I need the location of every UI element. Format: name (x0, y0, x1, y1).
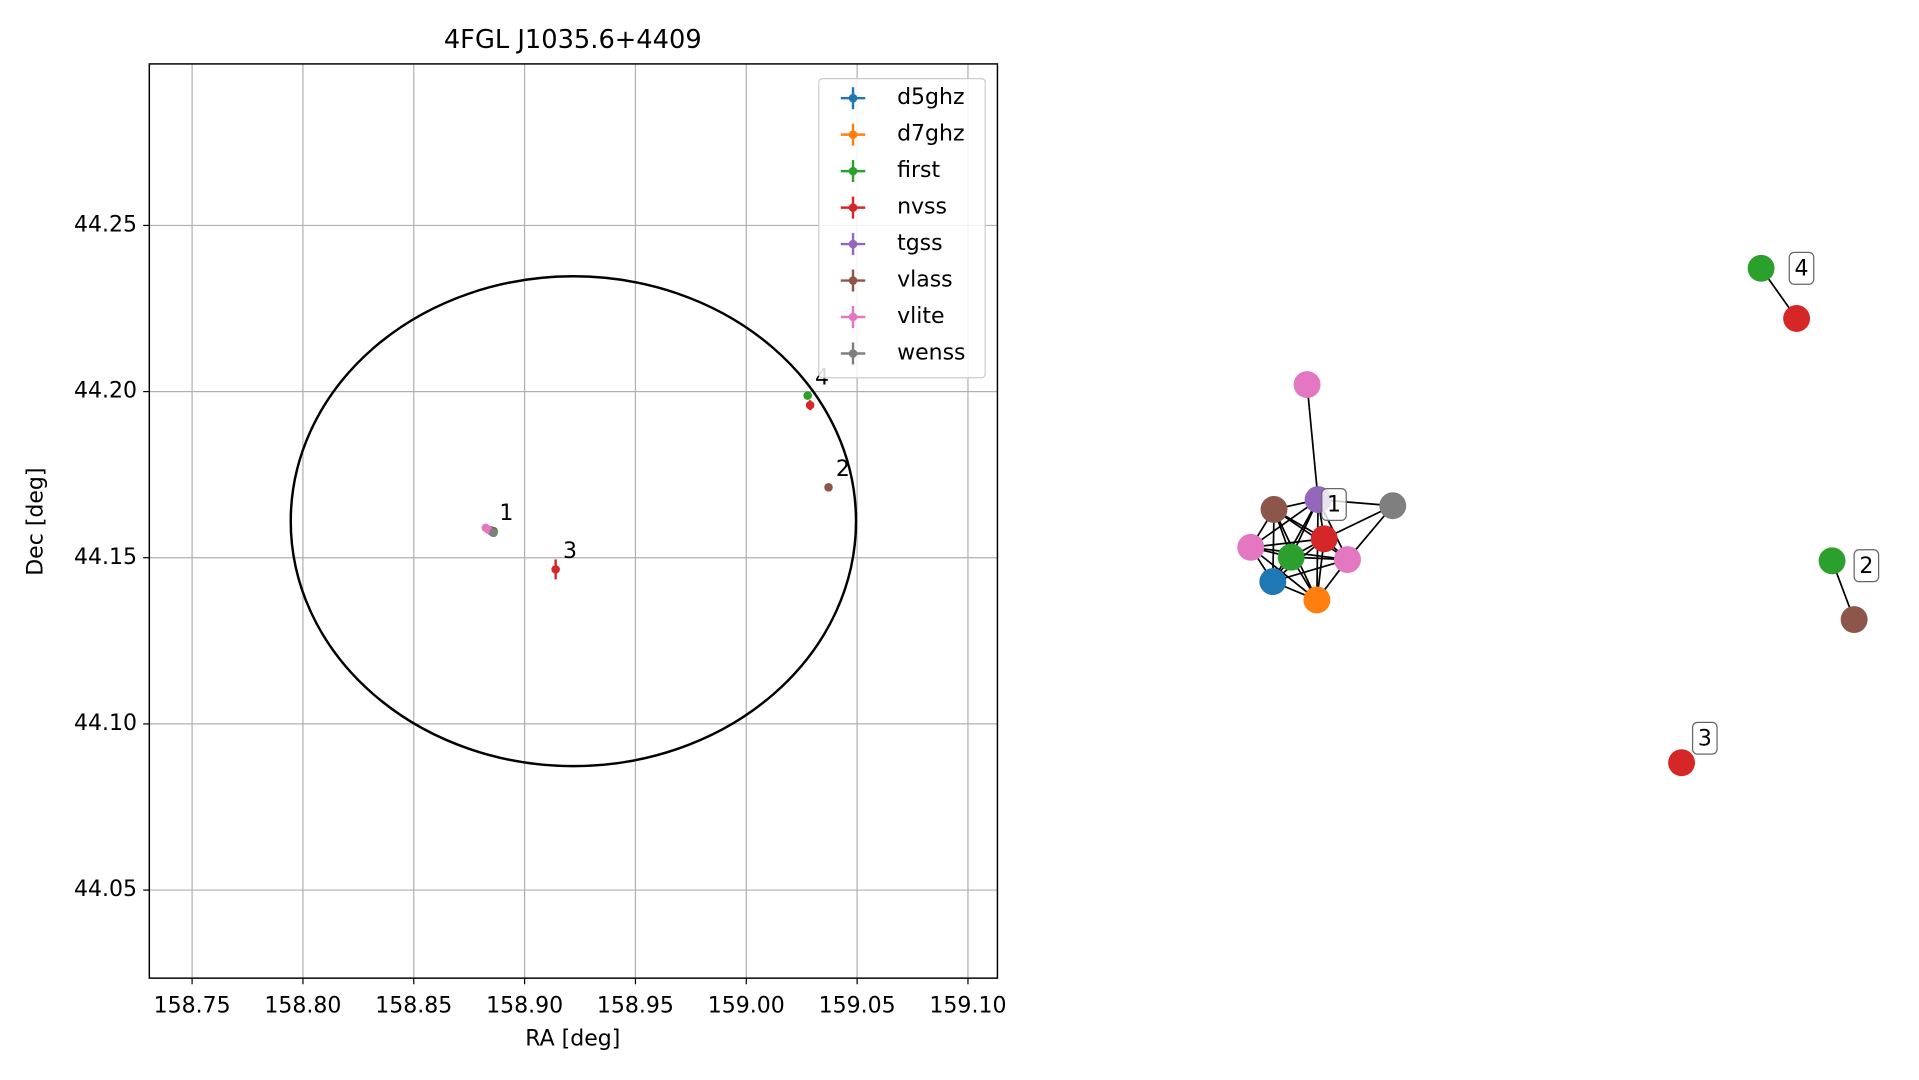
label-box (1691, 721, 1718, 755)
legend-label: wenss (897, 340, 965, 365)
legend-label: d7ghz (897, 122, 964, 147)
node (1783, 305, 1811, 332)
legend-label: nvss (897, 195, 947, 220)
x-tick-label: 159.05 (819, 993, 896, 1018)
label-box (1321, 487, 1347, 522)
point (803, 391, 812, 400)
chart-title: 4FGL J1035.6+4409 (444, 25, 702, 55)
edge (1250, 498, 1319, 549)
node (1277, 543, 1305, 571)
plot-area: 158.75 158.80 158.85 158.90 158.95 159.00 159.… (74, 63, 1006, 1018)
node (1237, 533, 1265, 561)
edge (1273, 508, 1348, 561)
legend-box (818, 77, 986, 379)
legend-marker (848, 203, 858, 212)
legend-marker (848, 166, 858, 176)
node (1303, 586, 1331, 614)
node (1840, 606, 1868, 634)
x-tick-label: 158.80 (264, 993, 341, 1018)
node (1293, 371, 1321, 399)
point (489, 528, 498, 538)
node-label: 2 (1859, 554, 1873, 579)
point (824, 483, 833, 492)
y-axis-label: Dec [deg] (24, 468, 49, 576)
node-label: 3 (1698, 726, 1712, 751)
legend-marker (848, 93, 858, 103)
legend-marker (848, 276, 858, 285)
node-label: 4 (1795, 257, 1809, 282)
node (1379, 492, 1407, 520)
x-tick-label: 158.75 (154, 993, 231, 1018)
point (551, 565, 560, 574)
y-tick-label: 44.20 (74, 379, 137, 404)
legend-label: d5ghz (897, 85, 964, 110)
node (1668, 749, 1696, 777)
network: 1 2 3 4 (1237, 251, 1880, 777)
node (1259, 568, 1287, 596)
legend-marker (848, 312, 858, 322)
y-tick-label: 44.05 (74, 877, 137, 902)
x-tick-label: 159.00 (708, 993, 785, 1018)
x-tick-label: 158.95 (597, 993, 674, 1018)
legend-marker (848, 239, 858, 249)
legend-label: first (897, 158, 940, 183)
label-box (1788, 251, 1815, 285)
annotation: 3 (563, 539, 577, 564)
legend-marker (848, 349, 858, 358)
edge (1272, 499, 1319, 583)
point (805, 400, 815, 410)
node (1310, 525, 1338, 553)
annotation: 1 (499, 501, 513, 526)
legend-marker (848, 130, 858, 139)
error-ellipse (289, 275, 858, 768)
annotation: 2 (836, 457, 850, 482)
legend-label: tgss (897, 231, 943, 256)
x-tick-label: 158.90 (486, 993, 563, 1018)
node (1818, 547, 1846, 575)
y-tick-label: 44.15 (74, 545, 137, 570)
legend-label: vlite (897, 304, 944, 329)
x-tick-label: 159.10 (929, 993, 1006, 1018)
x-axis-label: RA [deg] (525, 1026, 620, 1051)
node (1747, 254, 1775, 282)
edge (1250, 546, 1318, 601)
axes-frame (148, 63, 999, 979)
node (1333, 546, 1361, 574)
y-tick-label: 44.25 (74, 212, 137, 237)
y-tick-label: 44.10 (74, 711, 137, 736)
edge (1306, 384, 1319, 500)
label-box (1853, 549, 1880, 583)
node-label: 1 (1327, 493, 1341, 518)
legend-label: vlass (897, 268, 953, 293)
x-tick-label: 158.85 (375, 993, 452, 1018)
node (1260, 495, 1288, 523)
